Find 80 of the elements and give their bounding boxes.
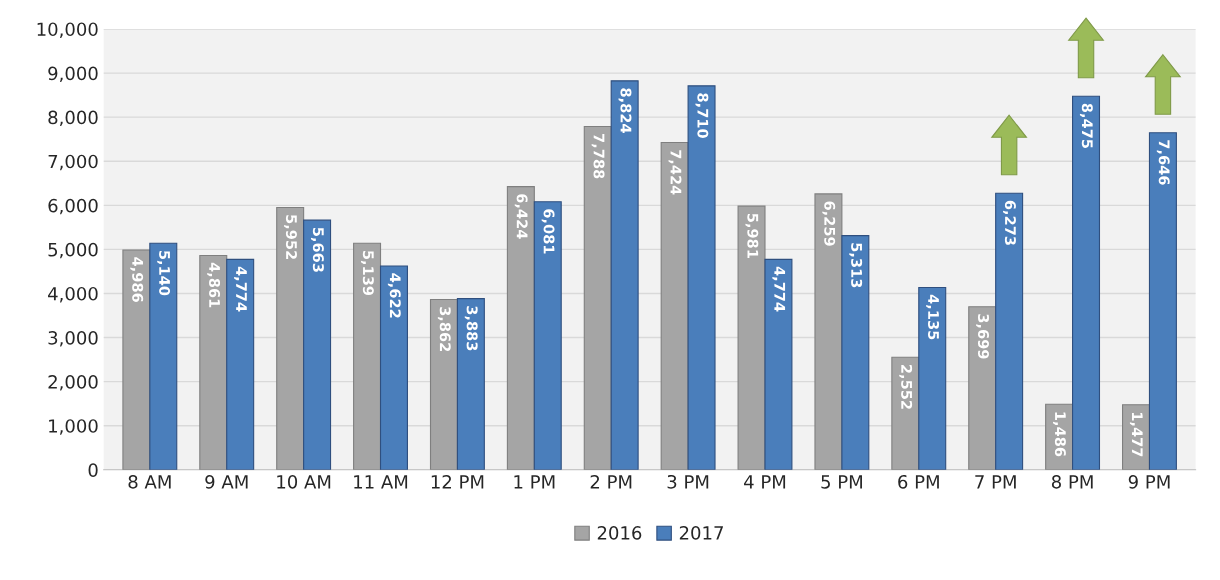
x-tick-label: 4 PM bbox=[744, 475, 786, 489]
bar bbox=[276, 206, 305, 470]
data-label: 6,424 bbox=[514, 194, 528, 239]
data-label: 8,475 bbox=[1079, 103, 1093, 148]
bar bbox=[814, 193, 843, 470]
data-label: 1,486 bbox=[1053, 412, 1066, 457]
x-tick-label: 1 PM bbox=[514, 475, 555, 489]
x-tick-label: 6 PM bbox=[898, 474, 939, 489]
data-label: 8,824 bbox=[618, 88, 632, 133]
bar bbox=[995, 192, 1024, 470]
data-label: 6,081 bbox=[541, 209, 555, 254]
data-label: 4,622 bbox=[387, 273, 401, 318]
x-tick-label: 8 AM bbox=[128, 474, 171, 489]
bar bbox=[199, 254, 228, 470]
bar bbox=[149, 242, 178, 470]
x-tick-label: 8 PM bbox=[1051, 474, 1093, 489]
y-tick-label: 8,000 bbox=[48, 110, 98, 127]
x-tick-label: 10 AM bbox=[277, 474, 331, 489]
x-tick-label: 2 PM bbox=[590, 474, 632, 489]
data-label: 5,313 bbox=[849, 243, 863, 288]
x-tick-label: 9 PM bbox=[1128, 474, 1170, 489]
y-tick-label: 10,000 bbox=[37, 22, 98, 38]
data-label: 5,663 bbox=[310, 227, 324, 272]
data-label: 5,140 bbox=[157, 250, 171, 296]
y-tick-label: 7,000 bbox=[48, 154, 98, 171]
bar bbox=[353, 242, 382, 470]
bar bbox=[583, 125, 612, 470]
bar bbox=[506, 186, 535, 470]
data-label: 6,259 bbox=[822, 201, 836, 246]
bar bbox=[968, 306, 997, 470]
data-label: 8,710 bbox=[695, 93, 709, 138]
data-label: 3,883 bbox=[464, 306, 478, 351]
y-tick-label: 3,000 bbox=[48, 331, 98, 347]
legend-label: 2017 bbox=[679, 526, 723, 540]
bar bbox=[122, 249, 151, 470]
data-label: 4,861 bbox=[207, 262, 221, 308]
x-tick-label: 7 PM bbox=[975, 475, 1016, 489]
bar bbox=[1072, 95, 1101, 470]
bar bbox=[610, 80, 639, 470]
y-tick-label: 5,000 bbox=[48, 242, 98, 259]
data-label: 4,135 bbox=[926, 294, 940, 340]
x-tick-label: 12 PM bbox=[431, 474, 484, 489]
bar bbox=[660, 141, 689, 470]
x-tick-label: 5 PM bbox=[821, 475, 862, 489]
y-tick-label: 9,000 bbox=[48, 66, 98, 83]
y-tick-label: 0 bbox=[88, 463, 98, 477]
bar bbox=[1148, 132, 1177, 470]
bar bbox=[533, 201, 562, 470]
bar bbox=[429, 299, 458, 470]
bar bbox=[226, 258, 255, 470]
y-tick-label: 2,000 bbox=[48, 375, 98, 391]
data-label: 4,986 bbox=[130, 257, 144, 302]
data-label: 5,981 bbox=[745, 213, 759, 258]
y-tick-label: 6,000 bbox=[48, 198, 98, 215]
x-tick-label: 3 PM bbox=[667, 474, 709, 489]
data-label: 5,139 bbox=[360, 251, 374, 296]
data-label: 7,788 bbox=[591, 134, 605, 179]
data-label: 7,646 bbox=[1156, 140, 1170, 185]
data-label: 5,952 bbox=[284, 215, 297, 259]
data-label: 3,699 bbox=[976, 314, 990, 359]
legend-label: 2016 bbox=[597, 526, 642, 540]
y-tick-label: 4,000 bbox=[48, 286, 98, 303]
data-label: 7,424 bbox=[668, 150, 682, 195]
data-label: 2,552 bbox=[899, 365, 913, 409]
bar bbox=[456, 298, 485, 470]
data-label: 4,774 bbox=[234, 266, 247, 312]
bar bbox=[379, 265, 408, 470]
bar bbox=[303, 219, 332, 470]
bar bbox=[841, 235, 870, 470]
data-label: 6,273 bbox=[1003, 200, 1016, 245]
y-tick-label: 1,000 bbox=[49, 419, 98, 435]
bar bbox=[737, 205, 766, 470]
data-label: 4,774 bbox=[772, 266, 786, 312]
data-label: 1,477 bbox=[1129, 412, 1143, 457]
data-label: 3,862 bbox=[437, 307, 451, 352]
bar bbox=[687, 85, 716, 470]
x-tick-label: 9 AM bbox=[205, 474, 248, 489]
bar bbox=[764, 258, 793, 470]
bar bbox=[918, 286, 947, 470]
x-tick-label: 11 AM bbox=[354, 475, 408, 489]
